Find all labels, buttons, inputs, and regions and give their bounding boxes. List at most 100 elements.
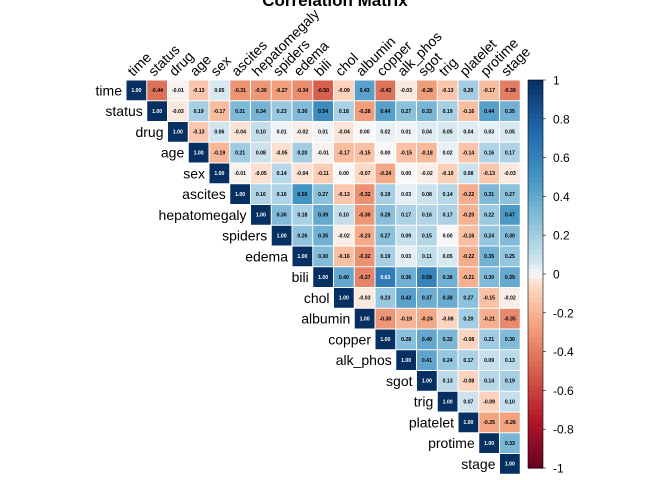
colorbar-segment [528, 80, 543, 86]
cell-value-status-stage: 0.35 [505, 109, 515, 115]
cell-status-hepatomegaly [251, 101, 271, 121]
cell-value-chol-protime: -0.15 [483, 296, 495, 302]
cell-hepatomegaly-stage [500, 205, 520, 225]
cell-time-trig [437, 80, 458, 101]
cell-status-alk_phos [396, 101, 416, 121]
cell-time-status [147, 80, 167, 101]
cell-time-age [188, 80, 209, 101]
colorbar-segment [528, 337, 543, 343]
cell-copper-trig [437, 329, 458, 350]
cell-value-age-spiders: -0.05 [276, 150, 288, 156]
row-label-copper: copper [328, 331, 371, 347]
cell-value-bili-trig: 0.36 [443, 275, 453, 281]
cell-value-copper-trig: 0.32 [443, 337, 453, 343]
cell-status-drug [168, 101, 188, 121]
colorbar-segment [528, 307, 543, 314]
cell-drug-trig [437, 122, 458, 142]
cell-value-status-bili: 0.54 [318, 109, 328, 115]
cell-value-age-trig: 0.02 [443, 150, 453, 156]
cell-drug-drug [168, 122, 188, 142]
cell-value-albumin-trig: -0.08 [442, 316, 454, 322]
cell-value-ascites-albumin: -0.32 [359, 192, 371, 198]
cell-drug-albumin [354, 122, 375, 142]
cell-value-edema-copper: 0.19 [380, 254, 390, 260]
cell-ascites-albumin [354, 184, 375, 204]
cell-chol-platelet [458, 288, 479, 308]
cell-status-chol [334, 101, 354, 121]
cell-value-time-bili: -0.50 [317, 88, 329, 94]
cell-value-copper-copper: 1.00 [380, 337, 390, 343]
cell-value-age-albumin: -0.15 [359, 150, 371, 156]
cell-status-albumin [354, 101, 375, 121]
cell-hepatomegaly-edema [292, 205, 313, 225]
cell-value-edema-chol: -0.16 [338, 254, 350, 260]
cell-alk_phos-protime [479, 350, 499, 370]
cell-copper-stage [500, 329, 520, 350]
cell-drug-sex [209, 122, 230, 142]
cell-hepatomegaly-trig [437, 205, 458, 225]
cell-time-drug [168, 80, 188, 101]
cell-value-time-spiders: -0.27 [276, 88, 288, 94]
colorbar-segment [528, 167, 543, 173]
cell-age-platelet [458, 142, 479, 163]
cell-value-sex-chol: 0.00 [339, 171, 349, 177]
cell-albumin-albumin [354, 308, 375, 329]
cell-value-ascites-hepatomegaly: 0.16 [256, 192, 266, 198]
cell-value-drug-trig: 0.05 [443, 130, 453, 136]
cell-chol-trig [437, 288, 458, 308]
cell-albumin-sgot [417, 308, 437, 329]
colorbar-tick-label: 1 [553, 74, 560, 88]
cell-value-sgot-stage: 0.19 [505, 379, 515, 385]
cell-value-bili-albumin: -0.37 [359, 275, 371, 281]
cell-value-trig-platelet: 0.07 [463, 399, 473, 405]
cell-drug-platelet [458, 122, 479, 142]
cell-bili-chol [334, 267, 354, 287]
cell-platelet-protime [479, 412, 499, 433]
colorbar-tick-label: -1 [553, 462, 564, 476]
cell-value-protime-stage: 0.33 [505, 441, 515, 447]
cell-value-age-sex: -0.19 [213, 150, 225, 156]
colorbar-segment [528, 201, 543, 207]
cell-value-platelet-protime: -0.25 [483, 420, 495, 426]
cell-value-ascites-chol: -0.13 [338, 192, 350, 198]
cell-age-sex [209, 142, 230, 163]
cell-value-hepatomegaly-sgot: 0.16 [422, 213, 432, 219]
cell-time-chol [334, 80, 354, 101]
cell-platelet-stage [500, 412, 520, 433]
cell-value-albumin-stage: -0.35 [504, 316, 516, 322]
cell-copper-sgot [417, 329, 437, 350]
cell-time-hepatomegaly [251, 80, 271, 101]
cell-value-time-platelet: 0.20 [463, 88, 473, 94]
row-label-status: status [105, 103, 142, 119]
cell-value-chol-sgot: 0.37 [422, 296, 432, 302]
cell-edema-albumin [354, 246, 375, 267]
cell-value-status-alk_phos: 0.27 [401, 109, 411, 115]
cell-value-hepatomegaly-bili: 0.39 [318, 213, 328, 219]
cell-time-protime [479, 80, 499, 101]
cell-drug-bili [313, 122, 333, 142]
cell-copper-protime [479, 329, 499, 350]
colorbar-tick-label: -0.2 [553, 306, 574, 320]
cell-value-alk_phos-trig: 0.24 [443, 358, 453, 364]
cell-status-edema [292, 101, 313, 121]
cell-age-bili [313, 142, 333, 163]
cell-bili-trig [437, 267, 458, 287]
colorbar-segment [528, 293, 543, 299]
cell-sex-edema [292, 163, 313, 184]
cell-value-hepatomegaly-chol: 0.10 [339, 213, 349, 219]
cell-sex-stage [500, 163, 520, 184]
cell-value-ascites-spiders: 0.16 [277, 192, 287, 198]
colorbar-segment [528, 147, 543, 154]
row-label-sex: sex [183, 165, 205, 181]
cell-value-drug-platelet: 0.04 [463, 130, 473, 136]
cell-ascites-hepatomegaly [251, 184, 271, 204]
colorbar-segment [528, 215, 543, 222]
cell-value-alk_phos-sgot: 0.41 [422, 358, 432, 364]
colorbar-segment [528, 177, 543, 183]
cell-ascites-platelet [458, 184, 479, 204]
colorbar-segment [528, 395, 543, 401]
colorbar-segment [528, 157, 543, 164]
cell-value-age-hepatomegaly: 0.08 [256, 150, 266, 156]
cell-value-trig-trig: 1.00 [443, 399, 453, 405]
